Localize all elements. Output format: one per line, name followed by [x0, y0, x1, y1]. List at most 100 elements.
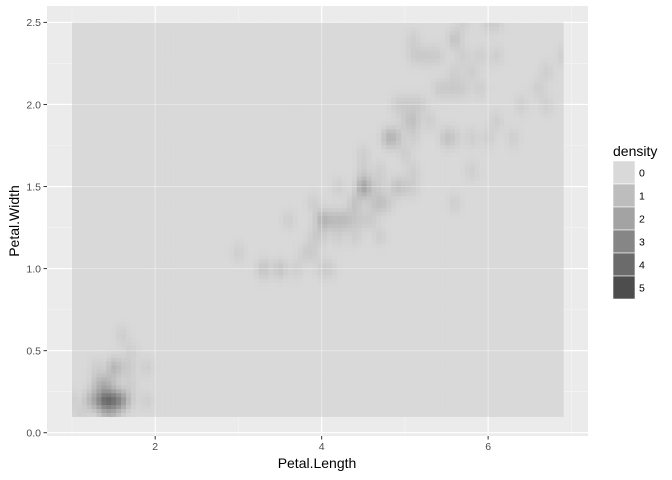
density-cell — [106, 286, 112, 291]
density-cell — [243, 160, 250, 165]
density-cell — [86, 53, 93, 59]
density-cell — [224, 172, 230, 177]
density-cell — [273, 321, 279, 327]
density-cell — [258, 404, 265, 410]
density-cell — [307, 101, 314, 106]
density-cell — [160, 69, 166, 75]
density-cell — [135, 306, 142, 311]
density-cell — [116, 309, 122, 315]
density-cell — [125, 317, 132, 323]
density-cell — [180, 325, 186, 331]
density-cell — [209, 309, 215, 315]
density-cell — [150, 380, 157, 386]
density-cell — [199, 361, 206, 366]
density-cell — [180, 49, 186, 55]
density-cell — [234, 203, 240, 209]
density-cell — [96, 302, 103, 307]
density-cell — [204, 168, 211, 173]
density-cell — [76, 384, 83, 390]
density-cell — [263, 258, 269, 264]
density-cell — [258, 380, 265, 386]
density-cell — [184, 313, 191, 319]
density-cell — [229, 160, 235, 165]
density-cell — [234, 152, 240, 157]
density-cell — [229, 372, 235, 378]
density-cell — [91, 372, 98, 378]
density-cell — [229, 148, 235, 153]
density-cell — [116, 164, 122, 169]
density-cell — [248, 258, 255, 264]
density-cell — [106, 30, 112, 35]
density-cell — [209, 77, 215, 83]
density-cell — [238, 337, 245, 343]
density-cell — [229, 101, 235, 106]
density-cell — [175, 168, 181, 173]
density-cell — [116, 26, 122, 31]
density-cell — [150, 412, 157, 417]
density-cell — [278, 183, 284, 189]
density-cell — [116, 172, 122, 177]
density-cell — [273, 42, 279, 47]
density-cell — [268, 361, 274, 366]
density-cell — [283, 357, 289, 362]
density-cell — [302, 365, 309, 370]
density-cell — [140, 49, 147, 55]
density-cell — [96, 353, 103, 358]
density-cell — [297, 282, 304, 287]
density-cell — [125, 207, 132, 213]
density-cell — [96, 282, 103, 287]
density-cell — [278, 235, 284, 240]
density-cell — [234, 365, 240, 370]
density-cell — [116, 77, 122, 83]
density-cell — [180, 128, 186, 134]
density-cell — [81, 22, 88, 27]
density-cell — [81, 361, 88, 366]
density-cell — [248, 365, 255, 370]
density-cell — [135, 179, 142, 185]
density-cell — [96, 176, 103, 181]
density-cell — [184, 286, 191, 291]
density-cell — [155, 128, 161, 134]
density-cell — [297, 42, 304, 47]
density-cell — [243, 93, 250, 98]
density-cell — [76, 365, 83, 370]
density-cell — [263, 160, 269, 165]
density-cell — [209, 42, 215, 47]
density-cell — [111, 278, 117, 283]
density-cell — [111, 109, 117, 114]
density-cell — [238, 136, 245, 142]
density-cell — [165, 231, 171, 236]
density-cell — [86, 400, 93, 406]
density-cell — [224, 109, 230, 114]
density-cell — [248, 388, 255, 394]
density-cell — [175, 211, 181, 217]
density-cell — [194, 187, 201, 193]
density-cell — [263, 140, 269, 146]
density-cell — [288, 97, 294, 102]
density-cell — [204, 183, 211, 189]
density-cell — [145, 278, 152, 283]
density-cell — [160, 392, 166, 398]
density-cell — [234, 207, 240, 213]
density-cell — [121, 136, 127, 142]
density-cell — [297, 262, 304, 268]
density-cell — [189, 105, 196, 110]
density-cell — [214, 152, 220, 157]
density-cell — [248, 152, 255, 157]
density-cell — [273, 168, 279, 173]
density-cell — [91, 93, 98, 98]
density-cell — [170, 349, 176, 354]
density-cell — [71, 187, 78, 193]
density-cell — [96, 61, 103, 67]
density-cell — [135, 101, 142, 106]
density-cell — [140, 321, 147, 327]
density-cell — [91, 34, 98, 39]
density-cell — [165, 376, 171, 382]
density-cell — [292, 274, 299, 280]
density-cell — [125, 290, 132, 295]
density-cell — [76, 85, 83, 90]
density-cell — [111, 365, 117, 370]
density-cell — [106, 105, 112, 110]
density-cell — [283, 30, 289, 35]
density-cell — [229, 242, 235, 248]
